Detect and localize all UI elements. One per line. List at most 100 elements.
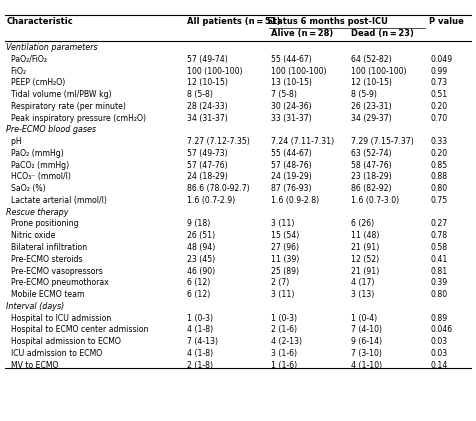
Text: 13 (10-15): 13 (10-15) (271, 78, 311, 87)
Text: 1 (0-3): 1 (0-3) (271, 314, 297, 322)
Text: 57 (48-76): 57 (48-76) (271, 161, 311, 170)
Text: 86 (82-92): 86 (82-92) (350, 184, 390, 193)
Text: 2 (7): 2 (7) (271, 278, 289, 287)
Text: 33 (31-37): 33 (31-37) (271, 114, 311, 123)
Text: Respiratory rate (per minute): Respiratory rate (per minute) (6, 102, 125, 111)
Text: 7 (5-8): 7 (5-8) (271, 90, 297, 99)
Text: 55 (44-67): 55 (44-67) (271, 55, 311, 64)
Text: 1 (1-6): 1 (1-6) (271, 361, 297, 370)
Text: PaO₂ (mmHg): PaO₂ (mmHg) (6, 149, 63, 158)
Text: FiO₂: FiO₂ (6, 67, 26, 75)
Text: 1.6 (0.7-2.9): 1.6 (0.7-2.9) (187, 196, 235, 205)
Text: Pre-ECMO vasopressors: Pre-ECMO vasopressors (6, 266, 102, 276)
Text: Tidal volume (ml/PBW kg): Tidal volume (ml/PBW kg) (6, 90, 111, 99)
Text: 0.70: 0.70 (429, 114, 446, 123)
Text: Nitric oxide: Nitric oxide (6, 231, 55, 240)
Text: MV to ECMO: MV to ECMO (6, 361, 58, 370)
Text: 0.14: 0.14 (429, 361, 446, 370)
Text: SaO₂ (%): SaO₂ (%) (6, 184, 45, 193)
Text: 3 (13): 3 (13) (350, 290, 373, 299)
Text: All patients (n = 51): All patients (n = 51) (187, 16, 280, 26)
Text: 0.046: 0.046 (429, 325, 451, 334)
Text: 4 (1-8): 4 (1-8) (187, 349, 213, 358)
Text: 4 (1-8): 4 (1-8) (187, 325, 213, 334)
Text: 34 (29-37): 34 (29-37) (350, 114, 390, 123)
Text: 64 (52-82): 64 (52-82) (350, 55, 390, 64)
Text: 6 (26): 6 (26) (350, 219, 373, 229)
Text: Bilateral infiltration: Bilateral infiltration (6, 243, 87, 252)
Text: 0.73: 0.73 (429, 78, 446, 87)
Text: 4 (17): 4 (17) (350, 278, 373, 287)
Text: 100 (100-100): 100 (100-100) (350, 67, 406, 75)
Text: 7.27 (7.12-7.35): 7.27 (7.12-7.35) (187, 137, 249, 146)
Text: 100 (100-100): 100 (100-100) (187, 67, 242, 75)
Text: 100 (100-100): 100 (100-100) (271, 67, 326, 75)
Text: 21 (91): 21 (91) (350, 266, 378, 276)
Text: 4 (2-13): 4 (2-13) (271, 337, 302, 346)
Text: 25 (89): 25 (89) (271, 266, 298, 276)
Text: 1 (0-3): 1 (0-3) (187, 314, 213, 322)
Text: Dead (n = 23): Dead (n = 23) (350, 29, 413, 38)
Text: 57 (49-73): 57 (49-73) (187, 149, 227, 158)
Text: 23 (45): 23 (45) (187, 255, 215, 264)
Text: Hospital admission to ECMO: Hospital admission to ECMO (6, 337, 120, 346)
Text: 0.20: 0.20 (429, 149, 446, 158)
Text: 0.39: 0.39 (429, 278, 446, 287)
Text: Ventilation parameters: Ventilation parameters (6, 43, 97, 52)
Text: 86.6 (78.0-92.7): 86.6 (78.0-92.7) (187, 184, 249, 193)
Text: 2 (1-6): 2 (1-6) (271, 325, 297, 334)
Text: 3 (11): 3 (11) (271, 290, 294, 299)
Text: 27 (96): 27 (96) (271, 243, 298, 252)
Text: 9 (6-14): 9 (6-14) (350, 337, 381, 346)
Text: 0.049: 0.049 (429, 55, 451, 64)
Text: Hospital to ICU admission: Hospital to ICU admission (6, 314, 111, 322)
Text: Peak inspiratory pressure (cmH₂O): Peak inspiratory pressure (cmH₂O) (6, 114, 145, 123)
Text: 57 (47-76): 57 (47-76) (187, 161, 227, 170)
Text: Characteristic: Characteristic (7, 16, 74, 26)
Text: P value: P value (428, 16, 463, 26)
Text: Prone positioning: Prone positioning (6, 219, 78, 229)
Text: 26 (23-31): 26 (23-31) (350, 102, 390, 111)
Text: 11 (48): 11 (48) (350, 231, 378, 240)
Text: 9 (18): 9 (18) (187, 219, 210, 229)
Text: 87 (76-93): 87 (76-93) (271, 184, 311, 193)
Text: 12 (52): 12 (52) (350, 255, 378, 264)
Text: 46 (90): 46 (90) (187, 266, 215, 276)
Text: Pre-ECMO blood gases: Pre-ECMO blood gases (6, 125, 96, 134)
Text: 3 (1-6): 3 (1-6) (271, 349, 297, 358)
Text: Status 6 months post-ICU: Status 6 months post-ICU (266, 16, 387, 26)
Text: 30 (24-36): 30 (24-36) (271, 102, 311, 111)
Text: 12 (10-15): 12 (10-15) (350, 78, 391, 87)
Text: 0.03: 0.03 (429, 337, 446, 346)
Text: 26 (51): 26 (51) (187, 231, 215, 240)
Text: 48 (94): 48 (94) (187, 243, 215, 252)
Text: 0.85: 0.85 (429, 161, 446, 170)
Text: 2 (1-8): 2 (1-8) (187, 361, 213, 370)
Text: 24 (19-29): 24 (19-29) (271, 173, 311, 181)
Text: 34 (31-37): 34 (31-37) (187, 114, 228, 123)
Text: Pre-ECMO steroids: Pre-ECMO steroids (6, 255, 82, 264)
Text: 0.20: 0.20 (429, 102, 446, 111)
Text: 0.75: 0.75 (429, 196, 446, 205)
Text: PaO₂/FiO₂: PaO₂/FiO₂ (6, 55, 47, 64)
Text: 24 (18-29): 24 (18-29) (187, 173, 228, 181)
Text: 8 (5-9): 8 (5-9) (350, 90, 376, 99)
Text: 1.6 (0.9-2.8): 1.6 (0.9-2.8) (271, 196, 318, 205)
Text: 23 (18-29): 23 (18-29) (350, 173, 390, 181)
Text: 1 (0-4): 1 (0-4) (350, 314, 376, 322)
Text: 15 (54): 15 (54) (271, 231, 299, 240)
Text: PaCO₂ (mmHg): PaCO₂ (mmHg) (6, 161, 69, 170)
Text: 1.6 (0.7-3.0): 1.6 (0.7-3.0) (350, 196, 398, 205)
Text: Hospital to ECMO center admission: Hospital to ECMO center admission (6, 325, 148, 334)
Text: 57 (49-74): 57 (49-74) (187, 55, 228, 64)
Text: 0.89: 0.89 (429, 314, 446, 322)
Text: ICU admission to ECMO: ICU admission to ECMO (6, 349, 102, 358)
Text: 12 (10-15): 12 (10-15) (187, 78, 228, 87)
Text: 8 (5-8): 8 (5-8) (187, 90, 212, 99)
Text: 0.51: 0.51 (429, 90, 446, 99)
Text: 58 (47-76): 58 (47-76) (350, 161, 390, 170)
Text: 0.80: 0.80 (429, 290, 446, 299)
Text: 0.33: 0.33 (429, 137, 446, 146)
Text: Lactate arterial (mmol/l): Lactate arterial (mmol/l) (6, 196, 106, 205)
Text: 7 (4-10): 7 (4-10) (350, 325, 381, 334)
